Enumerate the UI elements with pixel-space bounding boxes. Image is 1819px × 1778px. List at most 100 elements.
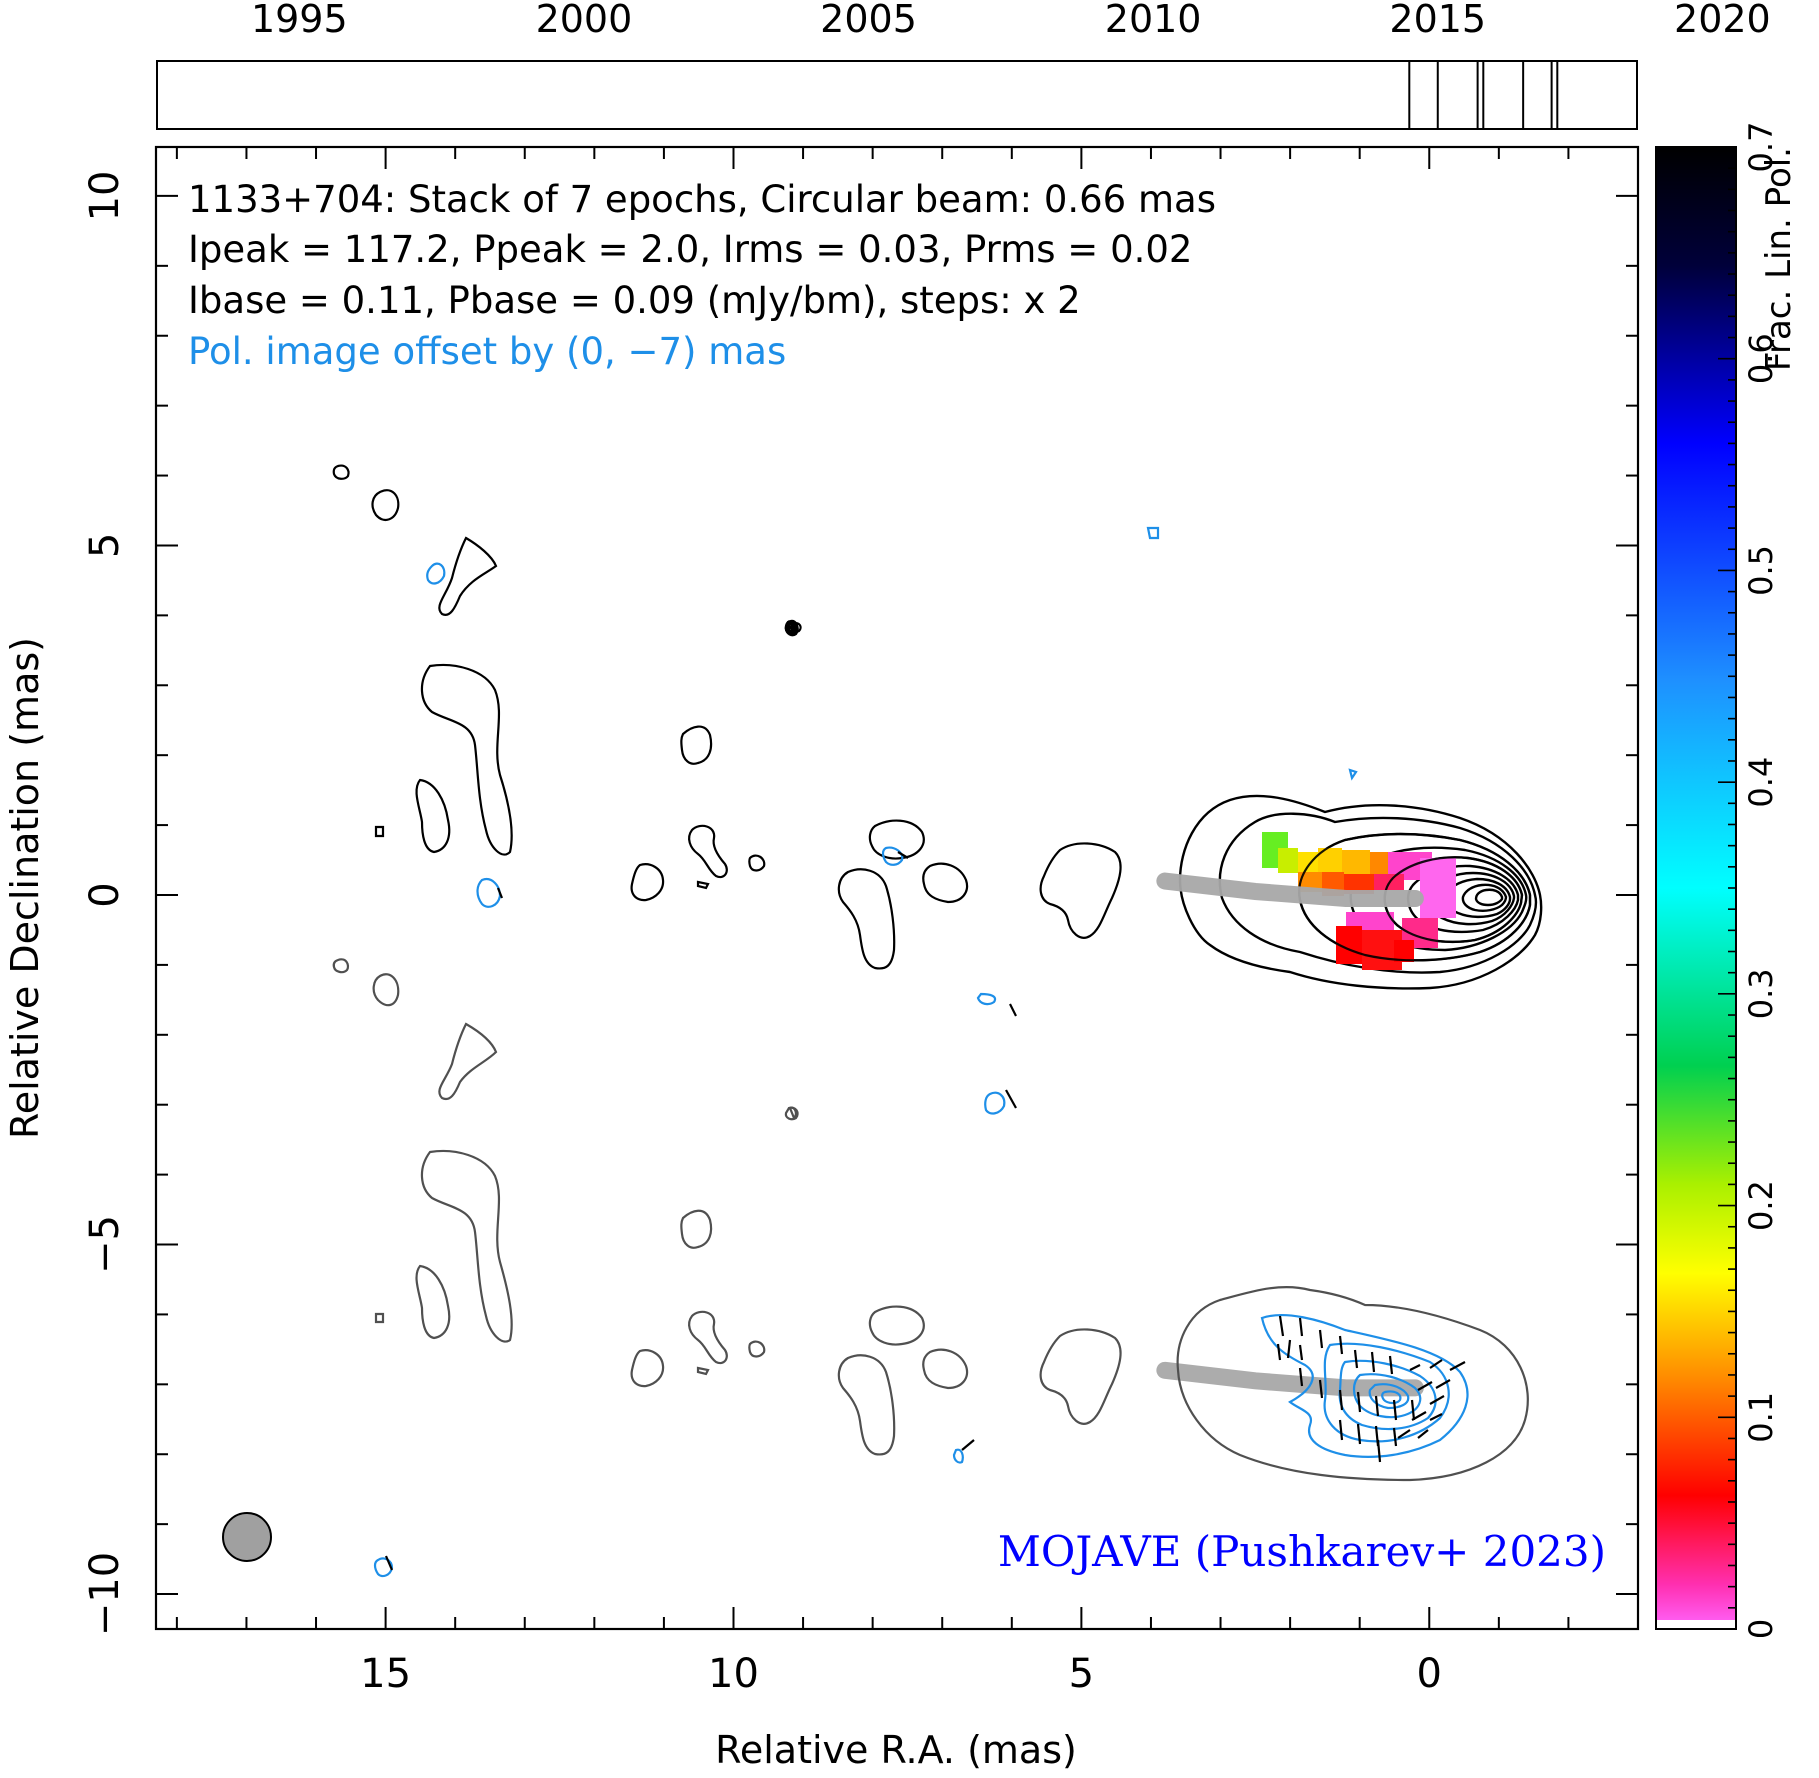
colorbar-tick-label: 0.7: [1742, 122, 1780, 173]
x-tick-label: 10: [708, 1651, 759, 1697]
evpa-tick: [1298, 1317, 1304, 1337]
evpa-tick: [1449, 1361, 1466, 1371]
colorbar-tick-label: 0: [1742, 1619, 1780, 1639]
x-tick-label: 0: [1417, 1651, 1442, 1697]
header-line-3: Ibase = 0.11, Pbase = 0.09 (mJy/bm), ste…: [188, 279, 1081, 322]
island: [748, 854, 766, 872]
island: [438, 536, 498, 616]
evpa-tick: [961, 1439, 975, 1451]
island: [837, 1354, 896, 1456]
island: [922, 1348, 969, 1390]
pol-contour-level-3: [1338, 1359, 1437, 1431]
island: [1039, 842, 1122, 939]
pol-contour-level-5: [1368, 1383, 1410, 1410]
island: [372, 973, 400, 1007]
colorbar-tick-label: 0.3: [1742, 968, 1780, 1019]
island: [374, 825, 385, 838]
jet-ridge-line-offset: [1156, 1361, 1424, 1397]
timeline-year-label: 2010: [1105, 0, 1202, 41]
stokes-i-offset-contours: [332, 958, 1529, 1482]
map-panel: 15 10 5 0 10 5 0 −5 −10 Relative R.A. (mas) Rel…: [3, 145, 1640, 1772]
y-tick-label: −10: [82, 1552, 128, 1636]
pol-island: [426, 562, 446, 585]
island: [868, 819, 925, 860]
pol-contour-level-2: [1323, 1342, 1450, 1443]
x-axis-label: Relative R.A. (mas): [715, 1728, 1077, 1772]
island: [688, 824, 728, 879]
pol-island: [984, 1091, 1006, 1115]
island: [415, 778, 451, 854]
island: [374, 1312, 385, 1324]
pol-island: [881, 846, 904, 866]
colorbar-tick-label: 0.2: [1742, 1180, 1780, 1231]
island: [680, 1209, 713, 1249]
evpa-tick: [1417, 1381, 1433, 1391]
colorbar-label: Frac. Lin. Pol.: [1759, 147, 1799, 371]
contour-i-level-1: [1178, 794, 1543, 990]
evpa-tick: [1397, 1429, 1411, 1439]
evpa-tick: [1370, 1351, 1376, 1373]
island: [688, 1310, 728, 1365]
contour-i-level-6: [1406, 864, 1520, 934]
header-line-1: 1133+704: Stack of 7 epochs, Circular be…: [188, 178, 1216, 221]
evpa-tick: [1429, 1395, 1445, 1405]
evpa-tick: [1417, 1429, 1429, 1439]
island: [415, 1264, 451, 1340]
pol-island: [952, 1448, 964, 1464]
evpa-tick: [1409, 1364, 1421, 1371]
contour-i-level-10: [1474, 888, 1504, 907]
island: [420, 1150, 513, 1343]
evpa-tick: [1376, 1439, 1382, 1463]
pol-island: [1348, 768, 1358, 781]
colorbar: 0 0.1 0.2 0.3 0.4 0.5 0.6 0.7 Frac. Lin. Pol.: [1655, 122, 1799, 1639]
epoch-timeline: 1995 2000 2005 2010 2015 2020: [156, 0, 1771, 130]
evpa-tick: [1286, 1339, 1292, 1359]
evpa-tick: [496, 887, 504, 899]
evpa-tick: [1298, 1344, 1304, 1361]
stokes-i-islands: [332, 464, 1122, 970]
evpa-tick: [1374, 1395, 1380, 1417]
evpa-ticks: [384, 851, 1466, 1571]
island: [332, 464, 350, 480]
island: [680, 725, 713, 765]
frac-pol-pixel: [1394, 940, 1414, 962]
evpa-tick: [1338, 1335, 1344, 1355]
colorbar-bottom-white: [1656, 1620, 1736, 1629]
evpa-tick: [1318, 1379, 1324, 1399]
colorbar-tick-label: 0.5: [1742, 545, 1780, 596]
timeline-year-label: 2015: [1389, 0, 1486, 41]
jet-ridge-line: [1156, 872, 1424, 907]
evpa-tick: [897, 851, 909, 859]
y-axis-label: Relative Declination (mas): [3, 637, 47, 1139]
x-tick-label: 15: [360, 1651, 411, 1697]
island: [788, 1106, 797, 1120]
frac-pol-pixel: [1420, 858, 1456, 918]
pol-contour-level-1: [1260, 1314, 1469, 1458]
evpa-tick: [1429, 1359, 1443, 1369]
evpa-tick: [1388, 1355, 1394, 1375]
y-tick-label: −5: [82, 1215, 128, 1274]
pol-contour-level-4: [1352, 1373, 1422, 1419]
evpa-tick: [1298, 1367, 1304, 1387]
frac-pol-pixel: [1370, 852, 1388, 880]
evpa-tick: [1429, 1413, 1443, 1421]
evpa-tick: [1356, 1423, 1362, 1445]
pol-island: [476, 878, 502, 908]
timeline-frame: [156, 60, 1638, 130]
timeline-year-label: 2000: [536, 0, 633, 41]
island: [868, 1305, 925, 1346]
island: [371, 489, 400, 521]
polarized-intensity-contours: [373, 526, 1469, 1578]
island: [696, 880, 710, 890]
credit-label: MOJAVE (Pushkarev+ 2023): [998, 1527, 1606, 1576]
island: [922, 862, 969, 904]
colorbar-gradient: [1656, 147, 1736, 1629]
colorbar-tick-label: 0.4: [1742, 757, 1780, 808]
contour-i-level-9: [1461, 883, 1508, 912]
evpa-tick: [1009, 1003, 1017, 1017]
timeline-year-label: 2005: [820, 0, 917, 41]
contour-i-level-2: [1218, 812, 1538, 974]
timeline-year-label: 2020: [1674, 0, 1771, 41]
x-tick-label: 5: [1069, 1651, 1094, 1697]
